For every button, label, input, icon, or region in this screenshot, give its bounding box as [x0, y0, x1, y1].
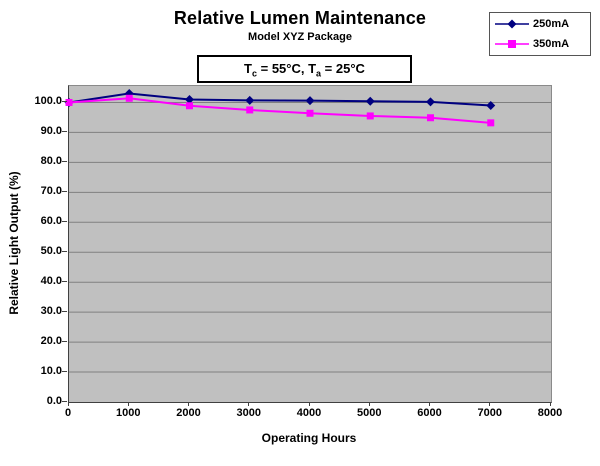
x-tick-label: 0 [64, 407, 72, 419]
diamond-marker-icon [495, 19, 529, 29]
x-tick-mark [308, 402, 310, 406]
annotation-sub-c: c [252, 68, 258, 79]
temperature-annotation: Tc = 55°C, Ta = 25°C [197, 55, 412, 83]
legend-item-350mA: 350mA [495, 35, 590, 53]
data-point-350mA [125, 94, 133, 102]
x-tick-label: 5000 [357, 407, 382, 419]
y-tick-mark [62, 370, 67, 372]
x-tick-label: 2000 [176, 407, 201, 419]
x-tick-label: 6000 [417, 407, 442, 419]
data-point-350mA [65, 98, 73, 106]
annotation-text: T [244, 61, 252, 76]
data-point-350mA [246, 106, 254, 114]
chart-title: Relative Lumen Maintenance [173, 8, 427, 28]
data-point-350mA [186, 102, 193, 110]
x-tick-mark [429, 402, 430, 406]
data-point-250mA [305, 96, 315, 106]
x-tick-mark [549, 402, 551, 406]
y-tick-mark [62, 280, 67, 282]
y-tick-label: 20.0 [40, 335, 62, 348]
series-line-350mA [68, 97, 491, 124]
y-tick-mark [62, 340, 67, 342]
x-tick-mark [127, 402, 129, 406]
y-tick-mark [62, 250, 67, 252]
data-point-250mA [426, 97, 435, 107]
y-tick-label: 100.0 [34, 95, 62, 108]
y-tick-label: 0.0 [46, 395, 62, 407]
y-tick-label: 50.0 [40, 245, 62, 258]
data-point-350mA [366, 112, 374, 120]
data-point-250mA [365, 96, 375, 106]
y-tick-mark [62, 400, 67, 402]
x-tick-label: 4000 [296, 407, 322, 419]
legend-item-250mA: 250mA [495, 15, 590, 33]
data-point-250mA [486, 100, 496, 110]
x-tick-mark [368, 402, 370, 406]
chart-subtitle: Model XYZ Package [248, 31, 352, 43]
data-point-350mA [306, 109, 314, 117]
annotation-text: = 55°C, T [257, 61, 317, 76]
y-tick-label: 90.0 [40, 125, 62, 138]
data-point-250mA [245, 95, 255, 105]
y-tick-mark [62, 220, 67, 222]
x-tick-label: 3000 [236, 407, 261, 419]
plot-canvas [64, 88, 551, 373]
y-tick-mark [62, 310, 67, 312]
data-point-350mA [427, 114, 434, 122]
y-tick-label: 60.0 [40, 215, 62, 228]
x-tick-mark [248, 402, 250, 406]
y-tick-label: 30.0 [40, 305, 62, 318]
x-tick-label: 8000 [537, 407, 563, 419]
x-tick-mark [188, 402, 189, 406]
y-tick-label: 40.0 [40, 275, 62, 288]
y-tick-mark [62, 160, 67, 162]
y-tick-label: 80.0 [40, 155, 62, 168]
data-point-350mA [487, 119, 495, 127]
series-line-250mA [68, 92, 491, 107]
annotation-text: = 25°C [321, 61, 365, 76]
y-tick-label: 70.0 [40, 185, 62, 198]
annotation-sub-a: a [316, 68, 322, 79]
x-tick-mark [67, 402, 69, 406]
data-point-250mA [185, 94, 194, 104]
plot-area [64, 85, 552, 403]
x-axis-title: Operating Hours [261, 431, 357, 445]
legend-label-350mA: 350mA [533, 38, 570, 50]
legend-label-250mA: 250mA [533, 18, 570, 30]
x-tick-label: 1000 [116, 407, 141, 419]
y-tick-label: 10.0 [40, 365, 62, 378]
legend: 250mA 350mA [489, 12, 591, 56]
x-tick-label: 7000 [477, 407, 502, 419]
y-tick-mark [62, 190, 67, 192]
y-tick-mark [62, 130, 67, 132]
x-tick-mark [489, 402, 491, 406]
square-marker-icon [495, 40, 529, 48]
y-tick-mark [62, 100, 67, 102]
